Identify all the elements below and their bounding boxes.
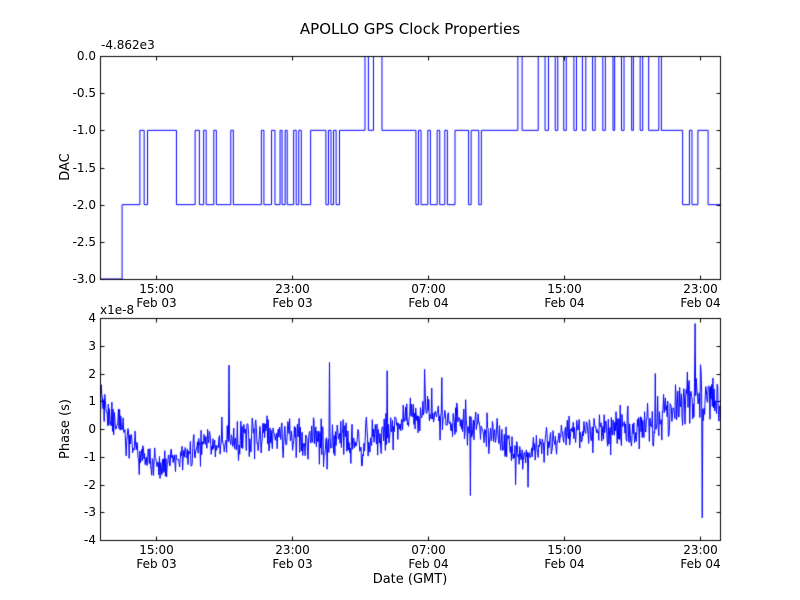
x-tick-label: Feb 03: [272, 296, 313, 310]
x-tick-label: 23:00: [275, 282, 310, 296]
x-tick-label: Feb 03: [136, 557, 177, 571]
y-tick-label: 0.0: [76, 48, 96, 63]
x-tick-label: Feb 03: [272, 557, 313, 571]
x-tick-label: 23:00: [683, 282, 718, 296]
phase-scale-label: x1e-8: [100, 303, 135, 317]
y-tick-label: -2: [84, 477, 96, 492]
y-tick-label: -0.5: [72, 85, 96, 100]
y-tick-label: 3: [88, 338, 96, 353]
x-tick-label: Feb 04: [680, 557, 721, 571]
x-tick-label: 15:00: [547, 543, 582, 557]
x-axis-label: Date (GMT): [372, 572, 448, 587]
y-tick-label: -4: [84, 532, 96, 547]
x-tick-label: 07:00: [411, 543, 446, 557]
y-tick-label: -1.5: [72, 160, 96, 175]
y-tick-label: 0: [88, 421, 96, 436]
x-tick-label: Feb 04: [544, 296, 585, 310]
y-tick-label: -2.0: [72, 197, 96, 212]
y-tick-label: -3.0: [72, 271, 96, 286]
dac-offset-label: -4.862e3: [101, 38, 155, 52]
y-tick-label: -3: [84, 504, 96, 519]
y-tick-label: 4: [88, 310, 96, 325]
x-tick-label: 07:00: [411, 282, 446, 296]
x-tick-label: 23:00: [275, 543, 310, 557]
y-tick-label: 1: [88, 393, 96, 408]
x-tick-label: 15:00: [139, 543, 174, 557]
x-tick-label: 15:00: [139, 282, 174, 296]
x-tick-label: Feb 04: [408, 296, 449, 310]
x-tick-label: Feb 04: [408, 557, 449, 571]
x-tick-label: Feb 03: [136, 296, 177, 310]
x-tick-label: Feb 04: [544, 557, 585, 571]
x-tick-label: 23:00: [683, 543, 718, 557]
x-tick-label: Feb 04: [680, 296, 721, 310]
y-tick-label: -2.5: [72, 234, 96, 249]
y-tick-label: -1.0: [72, 122, 96, 137]
y-tick-label: -1: [84, 449, 96, 464]
x-tick-label: 15:00: [547, 282, 582, 296]
chart-title: APOLLO GPS Clock Properties: [299, 20, 521, 38]
y-tick-label: 2: [88, 366, 96, 381]
